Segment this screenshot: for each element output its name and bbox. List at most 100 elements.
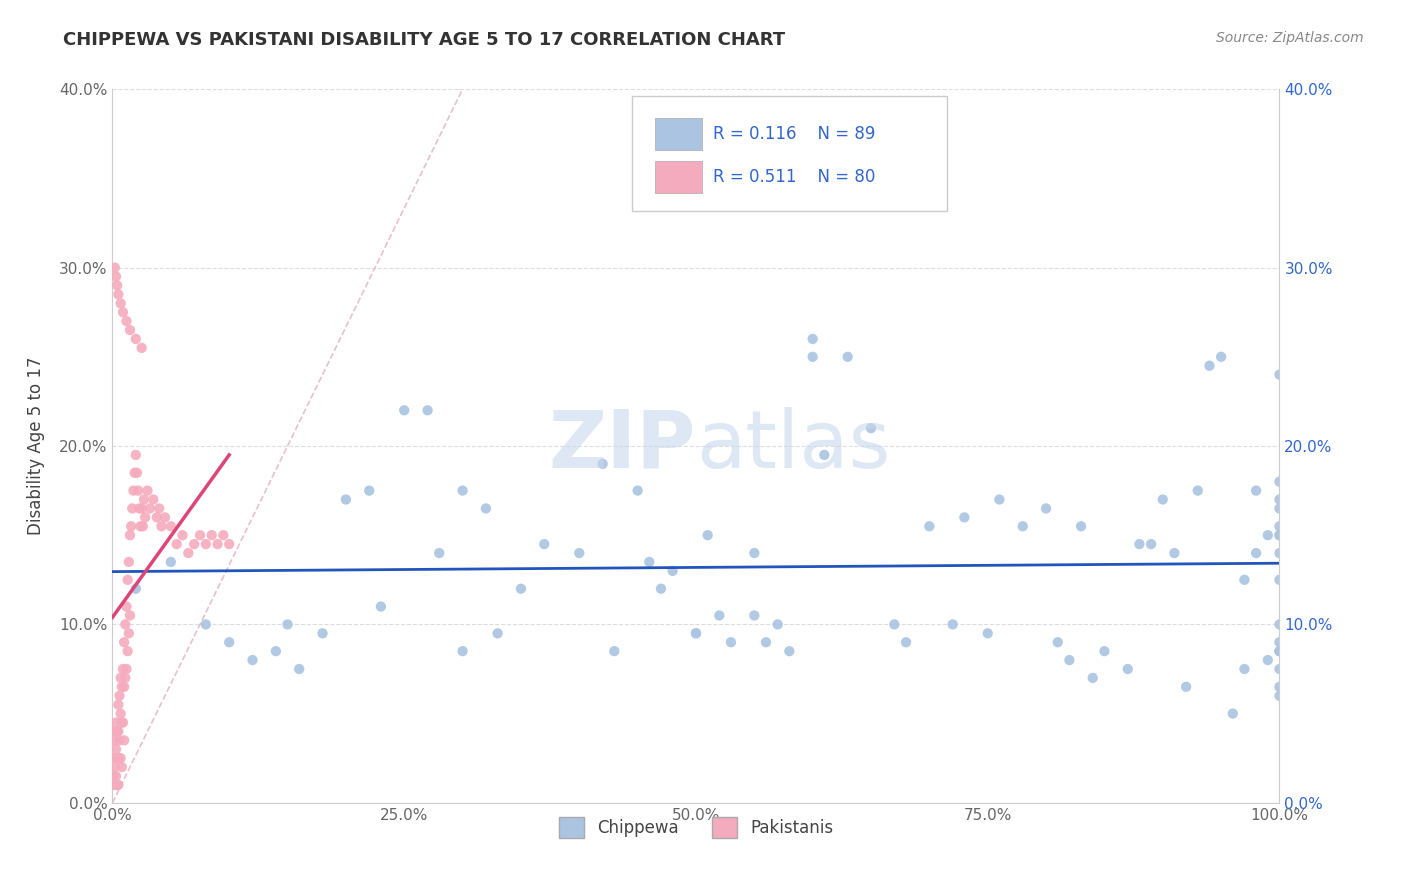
Point — [416, 403, 439, 417]
Point — [107, 287, 129, 301]
Point — [103, 724, 125, 739]
Point — [976, 626, 998, 640]
Text: R = 0.511    N = 80: R = 0.511 N = 80 — [713, 168, 876, 186]
Text: Source: ZipAtlas.com: Source: ZipAtlas.com — [1216, 31, 1364, 45]
Point — [1081, 671, 1104, 685]
Point — [115, 662, 138, 676]
Bar — [655, 118, 702, 150]
Point — [148, 501, 170, 516]
Point — [755, 635, 778, 649]
Point — [475, 501, 498, 516]
Point — [264, 644, 287, 658]
Point — [1198, 359, 1220, 373]
Point — [118, 626, 141, 640]
Point — [744, 546, 766, 560]
Point — [451, 483, 474, 498]
Point — [107, 778, 129, 792]
Point — [661, 564, 683, 578]
Point — [1268, 573, 1291, 587]
Point — [1163, 546, 1185, 560]
Point — [276, 617, 298, 632]
Point — [125, 448, 148, 462]
Point — [104, 742, 127, 756]
Point — [107, 724, 129, 739]
Point — [894, 635, 917, 649]
Point — [108, 733, 131, 747]
Point — [1268, 492, 1291, 507]
Point — [115, 314, 138, 328]
Point — [105, 278, 128, 293]
Point — [131, 341, 153, 355]
Point — [107, 751, 129, 765]
Point — [104, 733, 127, 747]
Point — [1244, 483, 1267, 498]
Point — [394, 403, 416, 417]
Point — [359, 483, 381, 498]
Point — [104, 260, 127, 275]
Point — [696, 528, 718, 542]
Point — [188, 528, 211, 542]
FancyBboxPatch shape — [631, 96, 946, 211]
Point — [120, 519, 142, 533]
Point — [451, 644, 474, 658]
Point — [533, 537, 555, 551]
Point — [128, 501, 150, 516]
Point — [177, 546, 200, 560]
Point — [125, 582, 148, 596]
Point — [105, 751, 128, 765]
Point — [107, 698, 129, 712]
Point — [1268, 528, 1291, 542]
Point — [1268, 546, 1291, 560]
Point — [1268, 662, 1291, 676]
Legend: Chippewa, Pakistanis: Chippewa, Pakistanis — [553, 811, 839, 845]
Y-axis label: Disability Age 5 to 17: Disability Age 5 to 17 — [27, 357, 45, 535]
Point — [146, 510, 169, 524]
Point — [918, 519, 941, 533]
Point — [953, 510, 976, 524]
Point — [118, 555, 141, 569]
Point — [370, 599, 392, 614]
Point — [118, 528, 141, 542]
Point — [1152, 492, 1174, 507]
Point — [105, 724, 128, 739]
Point — [114, 671, 136, 685]
Point — [1244, 546, 1267, 560]
Point — [114, 617, 136, 632]
Point — [1268, 519, 1291, 533]
Point — [1140, 537, 1163, 551]
Point — [218, 635, 240, 649]
Point — [201, 528, 224, 542]
Point — [988, 492, 1011, 507]
Point — [1268, 368, 1291, 382]
Point — [685, 626, 707, 640]
Point — [766, 617, 789, 632]
Point — [104, 269, 127, 284]
Point — [132, 492, 155, 507]
Point — [335, 492, 357, 507]
Point — [121, 501, 143, 516]
Point — [105, 778, 128, 792]
Point — [720, 635, 742, 649]
Point — [801, 332, 824, 346]
Point — [1094, 644, 1116, 658]
Point — [1209, 350, 1232, 364]
Text: ZIP: ZIP — [548, 407, 696, 485]
Point — [207, 537, 229, 551]
Point — [127, 483, 149, 498]
Point — [685, 626, 707, 640]
Point — [1116, 662, 1139, 676]
Point — [166, 537, 188, 551]
Point — [136, 483, 159, 498]
Point — [1268, 689, 1291, 703]
Point — [111, 760, 134, 774]
Point — [311, 626, 333, 640]
Point — [603, 644, 626, 658]
Point — [801, 350, 824, 364]
Point — [129, 519, 152, 533]
Point — [1011, 519, 1033, 533]
Point — [837, 350, 859, 364]
Point — [1233, 662, 1256, 676]
Point — [194, 617, 217, 632]
Point — [1187, 483, 1209, 498]
Point — [124, 466, 146, 480]
